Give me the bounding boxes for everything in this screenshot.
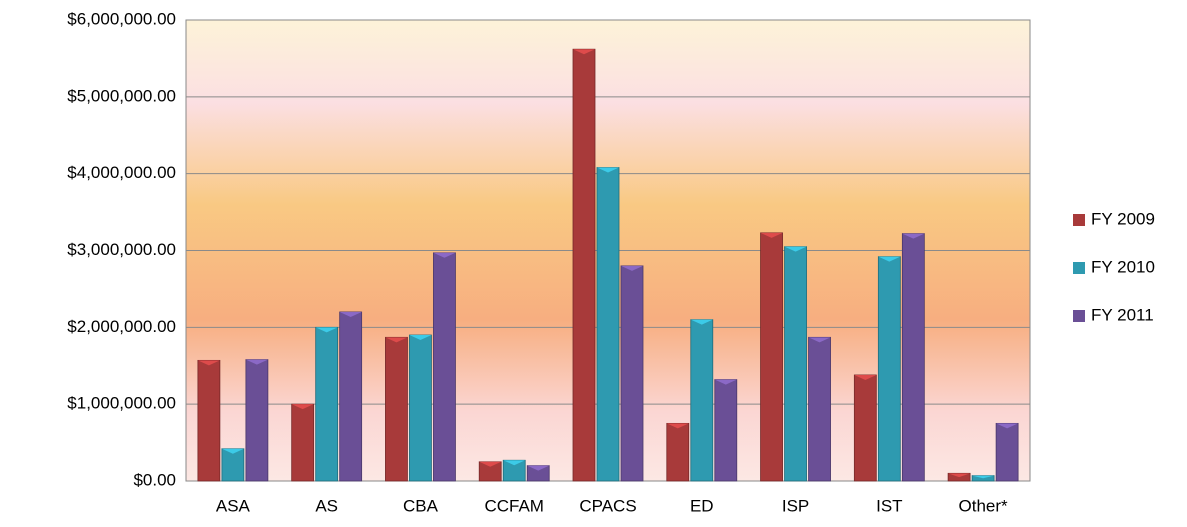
bar — [315, 326, 339, 482]
x-tick-label: AS — [315, 496, 338, 515]
bar — [995, 422, 1019, 482]
bar-bevel — [666, 423, 689, 429]
y-tick-label: $5,000,000.00 — [67, 86, 176, 105]
bar-bevel — [621, 265, 643, 271]
bar-bevel — [808, 337, 831, 343]
bar-bevel — [385, 337, 408, 343]
bar-bevel — [690, 319, 713, 325]
x-tick-label: Other* — [959, 496, 1009, 515]
bar-bevel — [714, 379, 737, 385]
x-tick-label: ASA — [216, 496, 251, 515]
y-tick-label: $6,000,000.00 — [67, 9, 176, 28]
x-tick-label: CPACS — [579, 496, 636, 515]
bar-bevel — [433, 252, 456, 258]
bar-bevel — [784, 246, 807, 252]
bar-bevel — [527, 465, 550, 471]
bar-bevel — [315, 327, 338, 333]
bar — [385, 336, 408, 482]
x-tick-label: ISP — [782, 496, 809, 515]
bar-bevel — [409, 335, 432, 341]
bar — [690, 319, 714, 482]
legend-label: FY 2011 — [1091, 305, 1154, 324]
bar-bevel — [221, 448, 244, 454]
bar — [433, 252, 456, 482]
y-tick-label: $2,000,000.00 — [67, 317, 176, 336]
bar-bevel — [760, 232, 783, 238]
bar-bevel — [197, 360, 220, 366]
bar — [901, 233, 925, 482]
bar-bevel — [503, 460, 526, 466]
bar — [853, 374, 877, 482]
bar — [245, 359, 269, 482]
bar — [714, 379, 738, 482]
y-tick-label: $1,000,000.00 — [67, 394, 176, 413]
bar-bevel — [573, 49, 595, 55]
bar-bevel — [972, 475, 995, 479]
bar — [409, 334, 432, 482]
bar — [784, 246, 807, 482]
legend-swatch — [1073, 310, 1085, 322]
bar-bevel — [245, 359, 268, 365]
bar — [620, 265, 644, 482]
legend-swatch — [1073, 214, 1085, 226]
legend-label: FY 2009 — [1091, 209, 1155, 228]
y-tick-label: $3,000,000.00 — [67, 240, 176, 259]
bar — [666, 422, 690, 482]
bar-bevel — [339, 311, 362, 317]
bar — [339, 311, 363, 482]
legend-swatch — [1073, 262, 1085, 274]
bar-bevel — [996, 423, 1019, 429]
x-tick-label: CCFAM — [484, 496, 544, 515]
bar — [877, 256, 901, 482]
bar — [572, 48, 596, 482]
x-tick-label: CBA — [403, 496, 439, 515]
x-tick-label: ED — [690, 496, 714, 515]
bar — [760, 232, 783, 482]
bar-bevel — [902, 233, 925, 239]
bar-bevel — [854, 374, 877, 380]
bar — [808, 336, 831, 482]
y-tick-label: $4,000,000.00 — [67, 163, 176, 182]
x-tick-label: IST — [876, 496, 902, 515]
bar — [197, 359, 221, 482]
bar — [596, 167, 620, 482]
bar-bevel — [597, 167, 619, 173]
bar-bevel — [948, 473, 971, 478]
bar-bevel — [479, 461, 502, 467]
bar — [291, 403, 315, 482]
y-tick-label: $0.00 — [133, 470, 176, 489]
bar-bevel — [878, 256, 901, 262]
legend-label: FY 2010 — [1091, 257, 1155, 276]
bar-bevel — [291, 404, 314, 410]
